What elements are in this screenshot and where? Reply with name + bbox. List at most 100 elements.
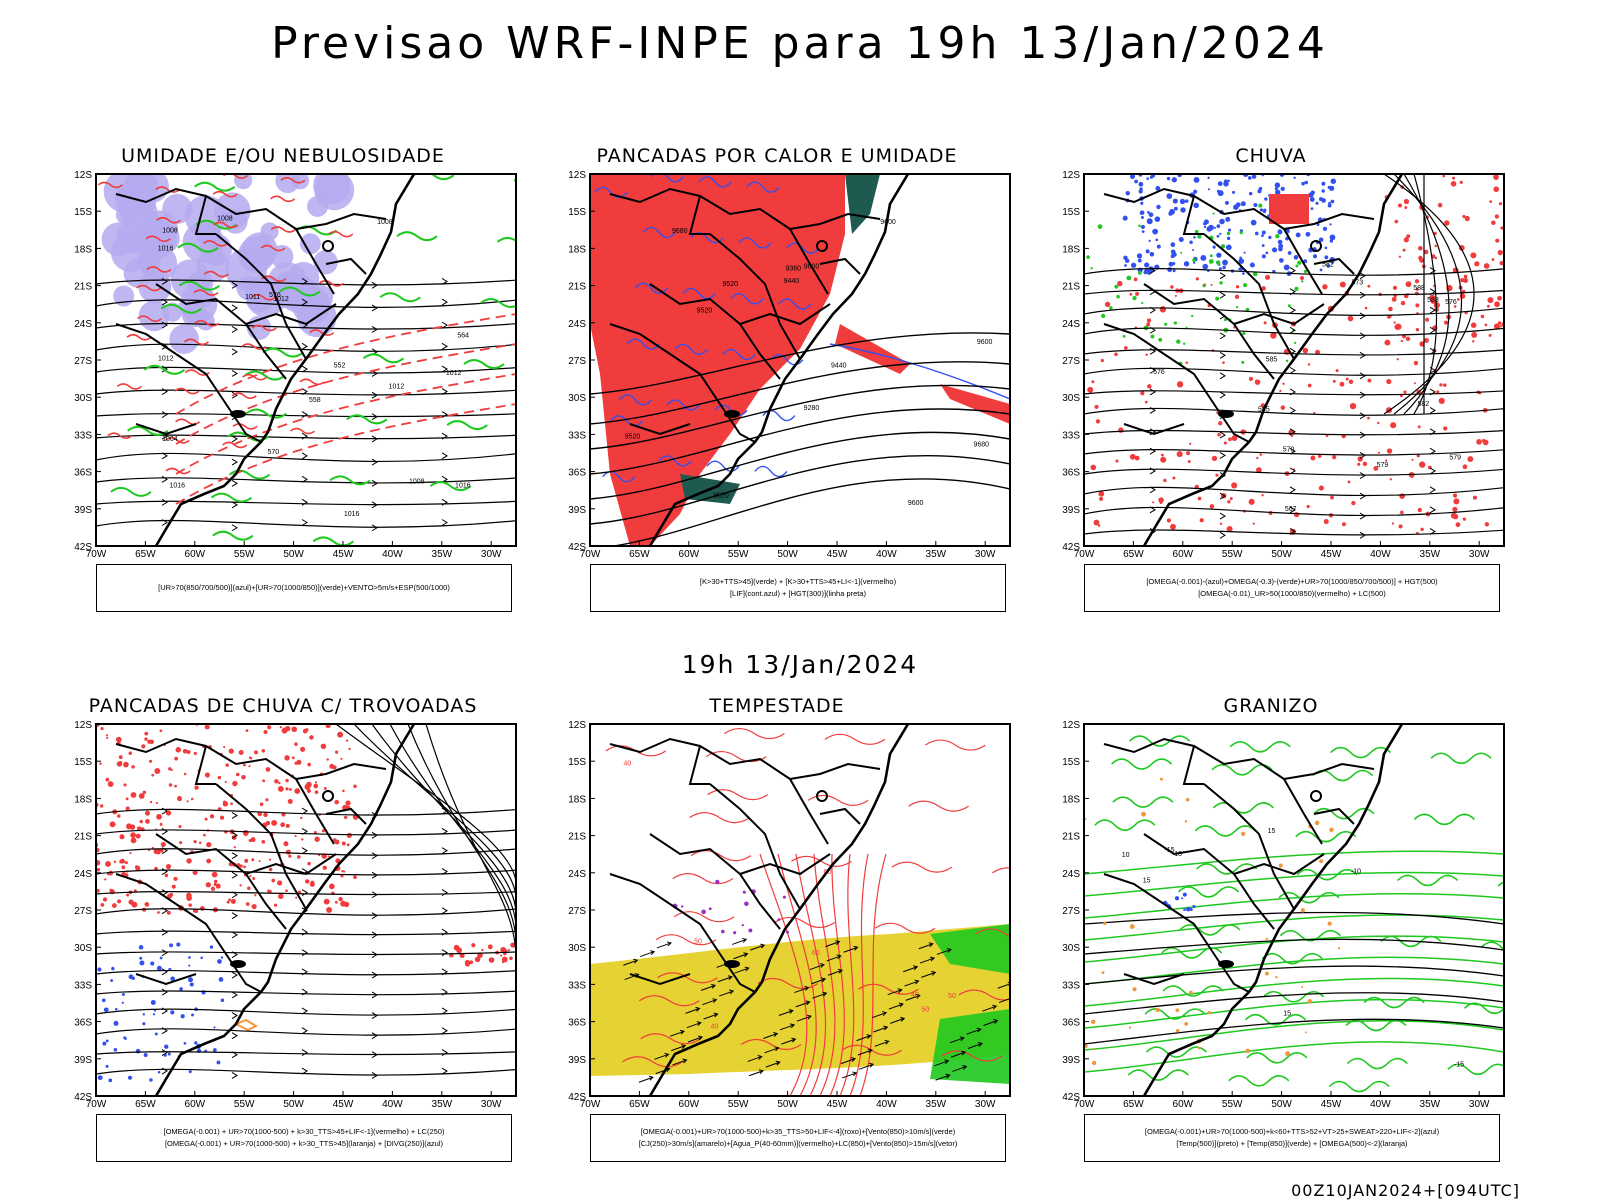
lon-tick-label: 60W <box>1173 549 1194 560</box>
legend-line: [K>30+TTS>45](verde) + [K>30+TTS>45+LI<-… <box>699 577 897 586</box>
map-layers <box>96 724 516 1096</box>
lat-tick-label: 24S <box>1062 319 1080 330</box>
lat-tick-label: 33S <box>1062 430 1080 441</box>
lat-tick-label: 21S <box>74 832 92 843</box>
lat-tick-label: 30S <box>568 943 586 954</box>
legend-line: [OMEGA(-0.001)+UR>70(1000-500)+k<60+TTS>… <box>1144 1127 1440 1136</box>
legend-box: [OMEGA(-0.001) + UR>70(1000-500) + k>30_… <box>96 1114 512 1162</box>
lat-tick-label: 30S <box>74 943 92 954</box>
lat-tick-label: 30S <box>1062 393 1080 404</box>
lat-tick-label: 27S <box>74 356 92 367</box>
panel-title: UMIDADE E/OU NEBULOSIDADE <box>121 145 445 167</box>
lat-tick-label: 21S <box>74 282 92 293</box>
panel-title: CHUVA <box>1235 145 1307 167</box>
lon-tick-label: 45W <box>333 549 354 560</box>
lon-tick-label: 55W <box>1222 549 1243 560</box>
lat-tick-label: 24S <box>74 319 92 330</box>
lon-tick-label: 35W <box>432 549 453 560</box>
contour-label: 9280 <box>804 405 820 412</box>
lon-tick-label: 40W <box>1370 1099 1391 1110</box>
panel-tempestade: TEMPESTADE 40 50 60 50 40 60 50 40 12S 15S 18S 21S 2… <box>547 695 1011 1195</box>
lat-tick-label: 42S <box>1062 542 1080 553</box>
contour-label: 1012 <box>158 355 174 362</box>
lat-tick-label: 36S <box>1062 468 1080 479</box>
lat-tick-label: 39S <box>568 1055 586 1066</box>
lat-tick-label: 18S <box>74 244 92 255</box>
lon-tick-label: 50W <box>283 1099 304 1110</box>
panel-pancadas-calor: PANCADAS POR CALOR E UMIDADE 9600 9680 968… <box>547 145 1011 645</box>
lon-tick-label: 50W <box>777 549 798 560</box>
lon-tick-label: 45W <box>1321 1099 1342 1110</box>
lon-tick-label: 70W <box>580 549 601 560</box>
lat-tick-label: 36S <box>1062 1018 1080 1029</box>
lat-tick-label: 39S <box>74 1055 92 1066</box>
lat-tick-label: 33S <box>74 430 92 441</box>
lat-tick-label: 39S <box>1062 1055 1080 1066</box>
contour-label: 1016 <box>158 246 174 253</box>
legend-line: [OMEGA(-0.01)_UR>50(1000/850)(vermelho) … <box>1198 589 1386 598</box>
panel-umidade: UMIDADE E/OU NEBULOSIDADE 1012 1012 1016 10… <box>53 145 517 645</box>
contour-label: 1016 <box>455 483 471 490</box>
legend-line: [OMEGA(-0.001) + UR>70(1000-500) + k>30_… <box>163 1127 445 1136</box>
lon-tick-label: 65W <box>1123 1099 1144 1110</box>
lon-tick-label: 40W <box>1370 549 1391 560</box>
lat-tick-label: 36S <box>568 468 586 479</box>
lon-tick-label: 50W <box>777 1099 798 1110</box>
contour-label: 1004 <box>162 436 178 443</box>
contour-label: 1012 <box>389 383 405 390</box>
lon-tick-label: 60W <box>185 549 206 560</box>
lon-tick-label: 70W <box>1074 1099 1095 1110</box>
contour-label: 40 <box>624 761 632 768</box>
lat-tick-label: 12S <box>74 720 92 731</box>
lat-tick-label: 15S <box>74 207 92 218</box>
contour-label: 9360 <box>786 265 802 272</box>
lat-tick-label: 42S <box>568 542 586 553</box>
lat-tick-label: 39S <box>568 505 586 516</box>
lon-tick-label: 45W <box>827 549 848 560</box>
lon-tick-label: 65W <box>135 1099 156 1110</box>
map-layers: 9600 9680 9680 9600 9520 9600 9520 9440 9440 9520… <box>590 174 1010 546</box>
contour-label: 9600 <box>880 219 896 226</box>
map-umidade: 1012 1012 1016 1008 1012 1008 1004 1008 1011 1016… <box>74 170 517 560</box>
legend-line: [OMEGA(-0.001) + UR>70(1000-500) + k>30_… <box>164 1139 444 1148</box>
lat-tick-label: 27S <box>568 356 586 367</box>
contour-label: 1012 <box>446 370 462 377</box>
legend-line: [Temp(500)](preto) + [Temp(850)](verde) … <box>1176 1139 1408 1148</box>
lat-tick-label: 12S <box>568 720 586 731</box>
lon-tick-label: 60W <box>1173 1099 1194 1110</box>
lat-tick-label: 30S <box>74 393 92 404</box>
contour-label: 9600 <box>977 339 993 346</box>
contour-label: 40 <box>911 992 919 999</box>
lat-tick-label: 42S <box>568 1092 586 1103</box>
contour-label: 9520 <box>722 281 738 288</box>
lon-tick-label: 70W <box>86 1099 107 1110</box>
lon-tick-label: 50W <box>283 549 304 560</box>
contour-label: 582 <box>1322 262 1334 269</box>
contour-label: 588 <box>1413 285 1425 292</box>
contour-label: 579 <box>1377 462 1389 469</box>
map-pancadas-calor: 9600 9680 9680 9600 9520 9600 9520 9440 9440 9520… <box>568 170 1011 560</box>
lon-tick-label: 35W <box>432 1099 453 1110</box>
lon-tick-label: 55W <box>1222 1099 1243 1110</box>
panel-granizo: GRANIZO 15 10 15 -15 -10 15 10 -15 12S 15S 18S 21S 2… <box>1041 695 1505 1195</box>
contour-label: -15 <box>1454 1062 1464 1069</box>
contour-label: 576 <box>1153 369 1165 376</box>
lat-tick-label: 30S <box>568 393 586 404</box>
lat-tick-label: 18S <box>74 794 92 805</box>
panel-title: PANCADAS POR CALOR E UMIDADE <box>596 145 958 167</box>
contour-label: 585 <box>1266 356 1278 363</box>
contour-label: 1011 <box>245 294 260 301</box>
lon-tick-label: 65W <box>629 1099 650 1110</box>
map-granizo: 151015-15-101510-1512S15S18S21S24S27S30S… <box>1062 720 1505 1110</box>
legend-box: [UR>70(850/700/500)](azul)+[UR>70(1000/8… <box>96 564 512 612</box>
lon-tick-label: 45W <box>333 1099 354 1110</box>
footer-run-label: 00Z10JAN2024+[094UTC] <box>1291 1181 1520 1200</box>
lon-tick-label: 55W <box>728 1099 749 1110</box>
lon-tick-label: 55W <box>234 1099 255 1110</box>
lat-tick-label: 21S <box>568 832 586 843</box>
